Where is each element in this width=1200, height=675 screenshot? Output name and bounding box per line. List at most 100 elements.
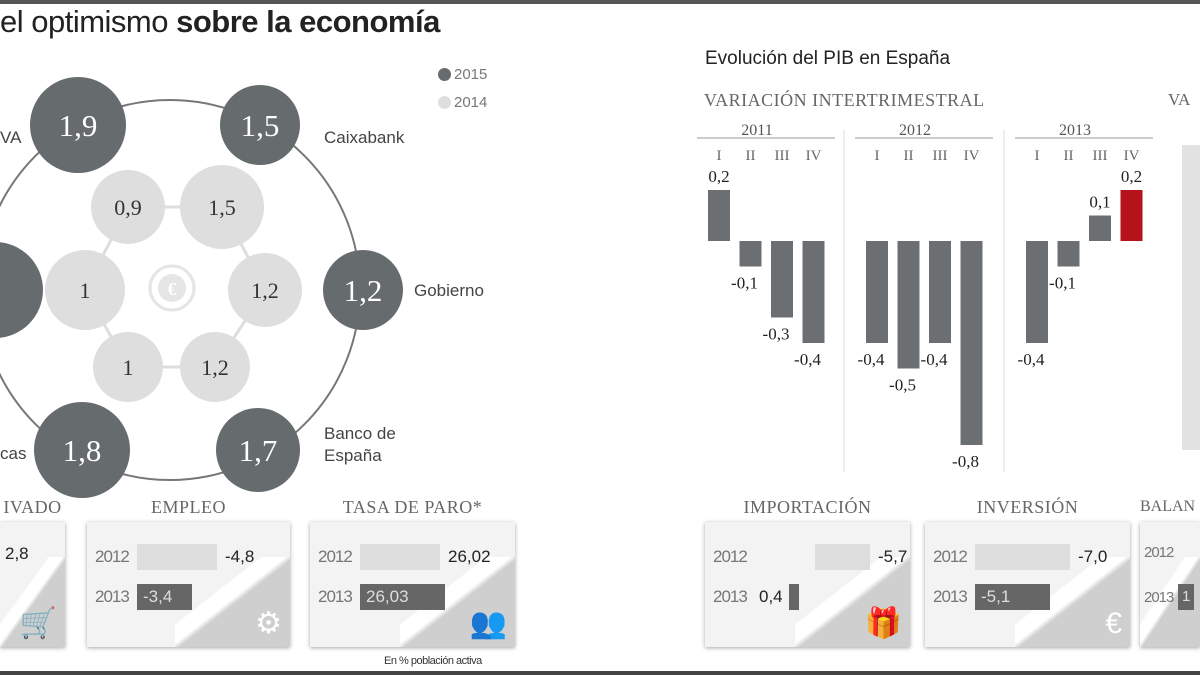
forecast-2015-bubble: 1,9 — [30, 77, 126, 173]
year-label: 2013 — [1059, 122, 1091, 139]
label-bbva: VA — [0, 128, 22, 147]
forecast-2014-bubble: 1,5 — [180, 165, 264, 249]
pib-bar-chart: 2011I0,2II-0,1III-0,3IV-0,42012I-0,4II-0… — [697, 122, 1153, 472]
year: 2012 — [713, 547, 748, 566]
data-label: -0,5 — [889, 376, 916, 395]
indicator-card: 2012 2013 1 — [1140, 522, 1200, 647]
footnote: En % población activa — [384, 655, 482, 667]
bottom-border — [0, 671, 1200, 675]
forecast-2015-bubble: 1,7 — [216, 408, 300, 492]
svg-text:1,8: 1,8 — [63, 433, 102, 468]
quarter-label: III — [775, 148, 790, 164]
value: 26,02 — [448, 547, 491, 566]
data-label: 0,2 — [1121, 167, 1142, 186]
people-icon: 👥 — [469, 607, 507, 640]
forecast-2014-bubble: 1,2 — [228, 253, 302, 327]
euro-cycle-icon: € — [148, 264, 196, 312]
legend-swatch — [438, 96, 451, 109]
bar-2011-III — [771, 241, 793, 318]
forecast-2015-bubble — [0, 242, 43, 338]
card-title: EMPLEO — [151, 497, 226, 517]
forecast-2014-bubble: 0,9 — [91, 170, 165, 244]
bar-2011-I — [708, 190, 730, 241]
quarter-label: IV — [964, 148, 980, 164]
data-label: -0,1 — [731, 274, 758, 293]
bar-2013-IV — [1120, 190, 1143, 241]
top-border — [0, 0, 1200, 4]
svg-text:1,5: 1,5 — [208, 195, 236, 220]
bar-2013-I — [1026, 241, 1048, 343]
year: 2012 — [933, 547, 968, 566]
data-label: -0,4 — [1018, 350, 1045, 369]
forecast-wheel: 0,9 1,5 1,2 1,2 1 1 1,9 1,5 1,2 1,7 1,8 € — [0, 77, 403, 498]
value: 0,4 — [759, 587, 783, 606]
bar-2012 — [975, 544, 1070, 570]
year: 2013 — [1144, 588, 1174, 606]
year: 2013 — [933, 587, 968, 606]
value: -7,0 — [1078, 547, 1108, 566]
year: 2012 — [318, 547, 353, 566]
data-label: -0,4 — [921, 350, 948, 369]
legend-swatch — [438, 68, 451, 81]
data-label: -0,4 — [794, 350, 821, 369]
data-label: -0,4 — [858, 350, 885, 369]
page-curl — [175, 557, 290, 647]
svg-text:0,9: 0,9 — [114, 195, 142, 220]
bar-2013: 26,03 — [360, 584, 445, 610]
chart-subtitle: VARIACIÓN INTERTRIMESTRAL — [704, 90, 985, 110]
svg-text:1,5: 1,5 — [241, 108, 280, 143]
forecast-2014-bubble: 1,2 — [180, 332, 250, 402]
quarter-label: III — [933, 148, 948, 164]
forecast-2014-bubble: 1 — [93, 332, 163, 402]
value: -5,7 — [878, 547, 908, 566]
year: 2012 — [1144, 544, 1174, 561]
value: 2,8 — [5, 544, 29, 563]
bar-2013: -3,4 — [137, 584, 192, 610]
bar-2012-I — [866, 241, 888, 343]
bar-2013: -5,1 — [975, 584, 1050, 610]
card-title: BALAN — [1140, 498, 1196, 515]
data-label: -0,1 — [1049, 274, 1076, 293]
svg-text:1,2: 1,2 — [251, 278, 279, 303]
second-panel-bar — [1182, 145, 1200, 450]
forecast-2015-bubble: 1,5 — [220, 85, 300, 165]
svg-text:1,9: 1,9 — [59, 108, 98, 143]
page-title: el optimismo sobre la economía — [0, 4, 440, 39]
label-banco-de-espana: Banco de España — [324, 424, 396, 465]
shopping-cart-icon: 🛒 — [19, 607, 57, 640]
card-title: IMPORTACIÓN — [743, 497, 872, 517]
bar-2012 — [137, 544, 217, 570]
svg-text:1,2: 1,2 — [201, 355, 229, 380]
quarter-label: IV — [806, 148, 822, 164]
bar-2013: 1 — [1178, 584, 1195, 610]
indicator-card: 🛒 2,8 — [0, 522, 65, 647]
data-label: 0,1 — [1089, 193, 1110, 212]
quarter-label: IV — [1124, 148, 1140, 164]
chart-title: Evolución del PIB en España — [705, 48, 951, 69]
quarter-label: I — [875, 148, 880, 164]
quarter-label: II — [904, 148, 914, 164]
card-title: TASA DE PARO* — [342, 497, 483, 517]
year: 2013 — [318, 587, 353, 606]
svg-text:1,2: 1,2 — [344, 273, 383, 308]
indicator-card: ⚙ 2012 -4,8 2013 -3,4 — [87, 522, 290, 647]
card-title: INVERSIÓN — [976, 497, 1079, 517]
bar-2012-II — [897, 241, 920, 369]
value: -4,8 — [225, 547, 255, 566]
second-panel-title: VA — [1168, 90, 1191, 109]
page-curl — [795, 557, 910, 647]
svg-text:1: 1 — [80, 278, 91, 303]
label-caixabank: Caixabank — [324, 128, 405, 147]
forecast-2015-bubble: 1,2 — [323, 250, 403, 330]
svg-text:1,7: 1,7 — [239, 433, 278, 468]
year-label: 2012 — [899, 122, 931, 139]
year: 2012 — [95, 547, 130, 566]
euro-plant-icon: € — [1105, 607, 1122, 640]
bar-2012 — [360, 544, 440, 570]
bar-2013-III — [1089, 215, 1111, 241]
bar-2012 — [815, 544, 870, 570]
gears-icon: ⚙ — [255, 607, 282, 640]
quarter-label: II — [1064, 148, 1074, 164]
year: 2013 — [95, 587, 130, 606]
legend-2015: 2015 — [438, 66, 487, 83]
